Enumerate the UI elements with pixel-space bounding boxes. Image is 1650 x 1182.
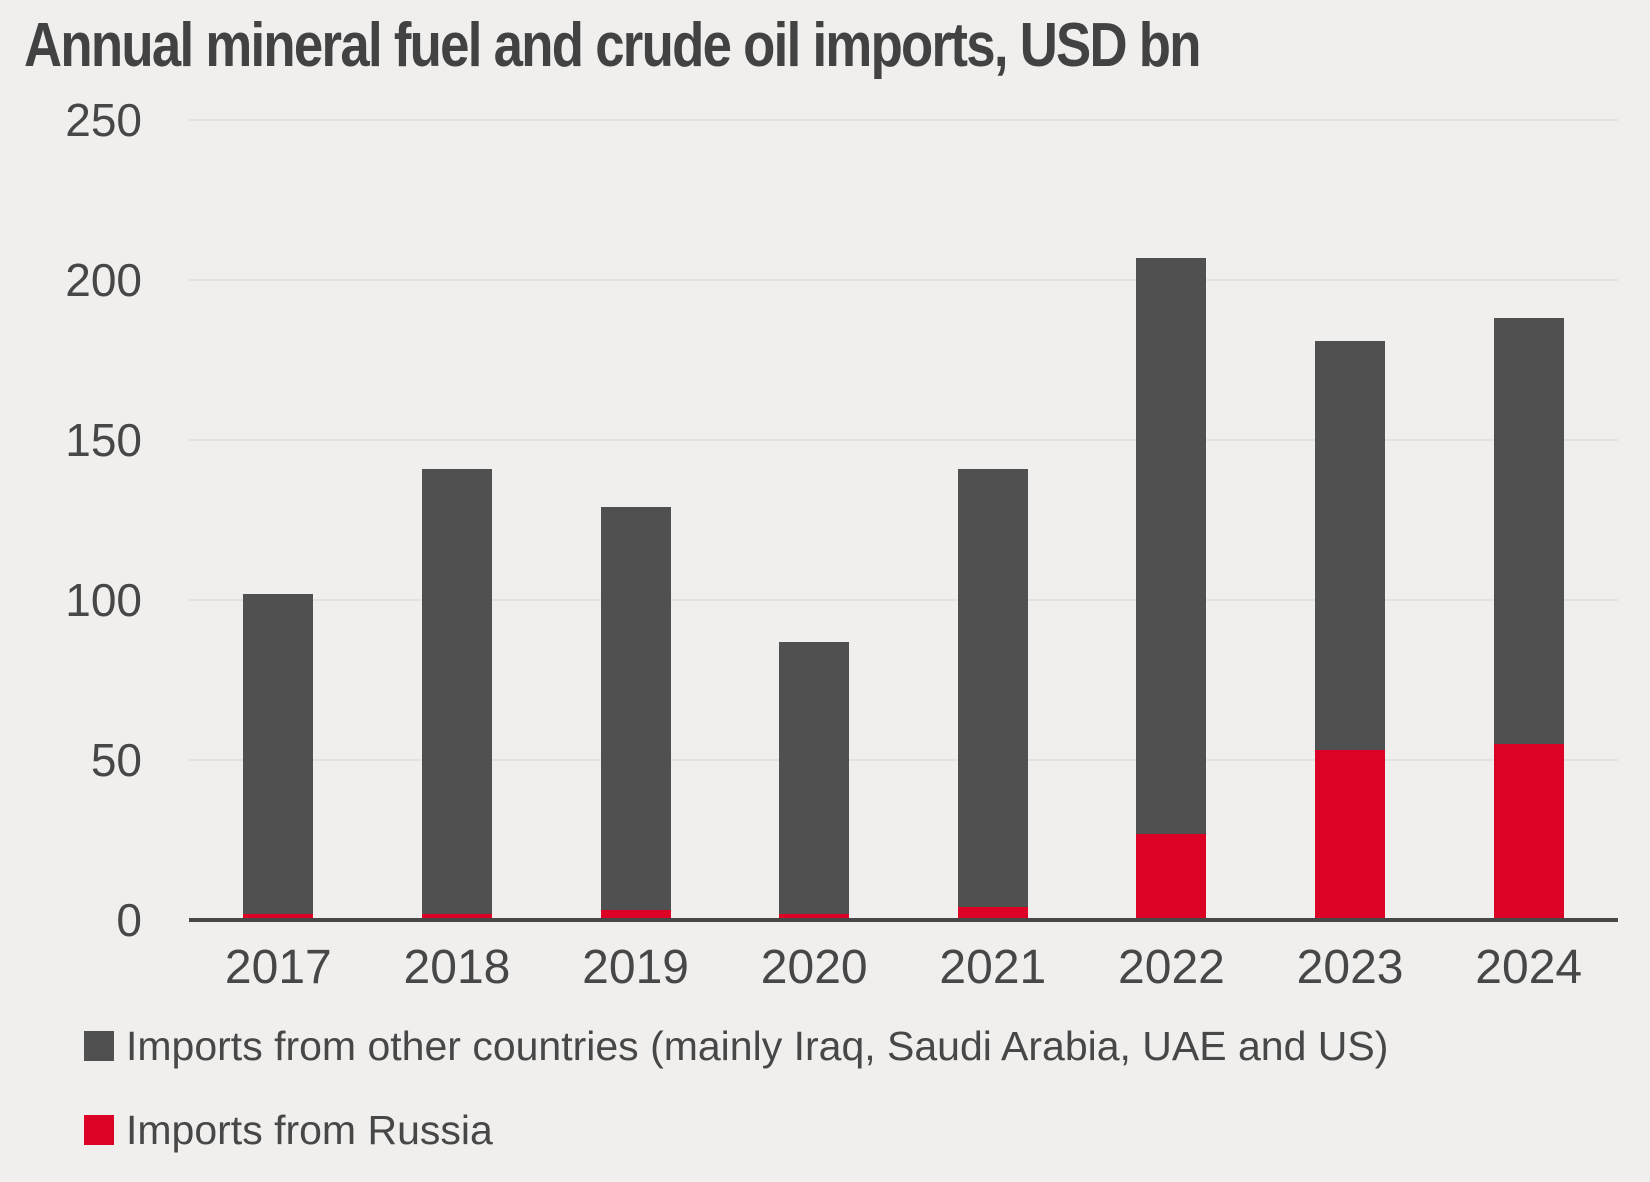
chart-title: Annual mineral fuel and crude oil import… [24, 11, 1201, 80]
legend-item-russia: Imports from Russia [84, 1098, 1388, 1162]
legend-item-other-countries: Imports from other countries (mainly Ira… [84, 1014, 1388, 1078]
gridline-150 [189, 439, 1618, 441]
bar-segment-other-2024 [1493, 318, 1564, 744]
y-axis-tick-label-100: 100 [65, 574, 142, 626]
y-axis-tick-label-50: 50 [90, 734, 142, 786]
bar-segment-other-2018 [421, 468, 492, 914]
x-axis-tick-label-2020: 2020 [760, 941, 868, 994]
bar-segment-russia-2021 [957, 907, 1028, 920]
bar-segment-russia-2019 [600, 910, 671, 920]
x-axis-tick-label-2017: 2017 [224, 941, 332, 994]
x-axis-tick-label-2022: 2022 [1118, 941, 1225, 994]
bar-segment-russia-2018 [421, 913, 492, 920]
y-axis-tick-label-150: 150 [65, 414, 142, 466]
legend-label-other-countries: Imports from other countries (mainly Ira… [126, 1022, 1389, 1069]
bar-segment-russia-2024 [1493, 744, 1564, 920]
legend-swatch-other-countries-icon [84, 1031, 114, 1061]
bar-segment-other-2017 [243, 593, 314, 914]
bar-segment-russia-2017 [243, 913, 314, 920]
legend-swatch-russia-icon [84, 1115, 114, 1145]
bar-segment-other-2023 [1315, 340, 1386, 751]
gridline-250 [189, 119, 1618, 121]
bar-segment-russia-2020 [779, 913, 850, 920]
gridline-50 [189, 759, 1618, 761]
legend: Imports from other countries (mainly Ira… [84, 1014, 1388, 1182]
x-axis-tick-label-2023: 2023 [1296, 941, 1404, 994]
gridline-100 [189, 599, 1618, 601]
x-axis-line [189, 918, 1618, 922]
bar-segment-russia-2022 [1136, 833, 1207, 920]
bar-segment-other-2019 [600, 507, 671, 911]
bar-segment-other-2020 [779, 641, 850, 914]
y-axis-tick-label-0: 0 [116, 894, 142, 946]
y-axis-tick-label-250: 250 [65, 94, 142, 146]
bar-segment-other-2021 [957, 468, 1028, 908]
gridline-200 [189, 279, 1618, 281]
legend-label-russia: Imports from Russia [126, 1106, 493, 1153]
y-axis-tick-label-200: 200 [65, 254, 142, 306]
x-axis-tick-label-2021: 2021 [939, 941, 1047, 994]
x-axis-tick-label-2024: 2024 [1475, 941, 1583, 994]
x-axis-tick-label-2018: 2018 [403, 941, 511, 994]
bar-segment-russia-2023 [1315, 750, 1386, 920]
bar-segment-other-2022 [1136, 257, 1207, 834]
x-axis-tick-label-2019: 2019 [582, 941, 689, 994]
